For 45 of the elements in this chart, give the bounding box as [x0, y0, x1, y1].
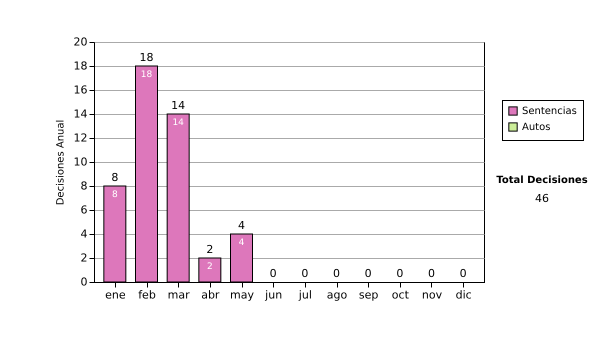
data-label: 4 — [238, 238, 245, 248]
legend-label: Sentencias — [522, 106, 577, 117]
y-tick-label: 6 — [80, 204, 88, 216]
total-label: 0 — [270, 267, 277, 280]
x-tick-label: oct — [392, 288, 410, 302]
data-label: 8 — [112, 190, 118, 200]
total-label: 14 — [171, 99, 186, 112]
x-tick-label: jul — [298, 288, 312, 302]
y-tick-label: 12 — [74, 132, 88, 144]
x-tick-label: ene — [105, 288, 126, 302]
text: Total Decisiones — [496, 175, 588, 186]
y-tick-label: 8 — [80, 180, 88, 192]
x-tick-label: feb — [138, 288, 156, 302]
legend-label: Autos — [522, 122, 550, 133]
total-label: 0 — [428, 267, 435, 280]
total-label: 0 — [460, 267, 467, 280]
data-label: 14 — [172, 118, 184, 128]
data-label: 18 — [140, 70, 152, 80]
total-label: 4 — [238, 219, 245, 232]
total-label: 0 — [301, 267, 308, 280]
data-label: 2 — [206, 262, 213, 272]
x-tick-label: may — [230, 288, 254, 302]
y-tick-label: 18 — [74, 60, 88, 72]
x-tick-label: ago — [326, 288, 348, 302]
y-tick-label: 2 — [80, 252, 88, 264]
text: 46 — [535, 192, 549, 205]
total-label: 0 — [364, 267, 372, 280]
y-axis-title: Decisiones Anual — [56, 120, 67, 206]
y-tick-label: 14 — [74, 108, 88, 120]
total-label: 8 — [111, 171, 118, 184]
total-label: 0 — [333, 267, 340, 280]
y-tick-label: 10 — [74, 156, 88, 168]
x-tick-label: nov — [422, 288, 443, 302]
y-tick-label: 0 — [80, 276, 88, 288]
y-tick-label: 16 — [74, 84, 88, 96]
y-tick-label: 4 — [80, 228, 88, 240]
x-tick-label: dic — [456, 288, 472, 302]
x-tick-label: abr — [201, 288, 220, 302]
y-tick-label: 20 — [74, 36, 88, 48]
total-label: 0 — [396, 267, 404, 280]
x-tick-label: jun — [264, 288, 282, 302]
x-tick-label: sep — [358, 288, 378, 302]
x-tick-label: mar — [168, 288, 190, 302]
total-label: 2 — [206, 243, 214, 256]
total-label: 18 — [140, 51, 154, 64]
